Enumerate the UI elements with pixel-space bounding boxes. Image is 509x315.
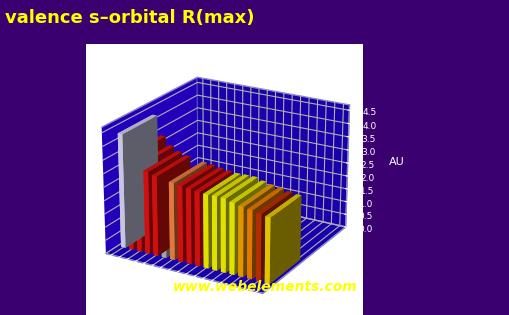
Text: www.webelements.com: www.webelements.com	[173, 280, 357, 294]
Text: valence s–orbital R(max): valence s–orbital R(max)	[5, 9, 254, 27]
